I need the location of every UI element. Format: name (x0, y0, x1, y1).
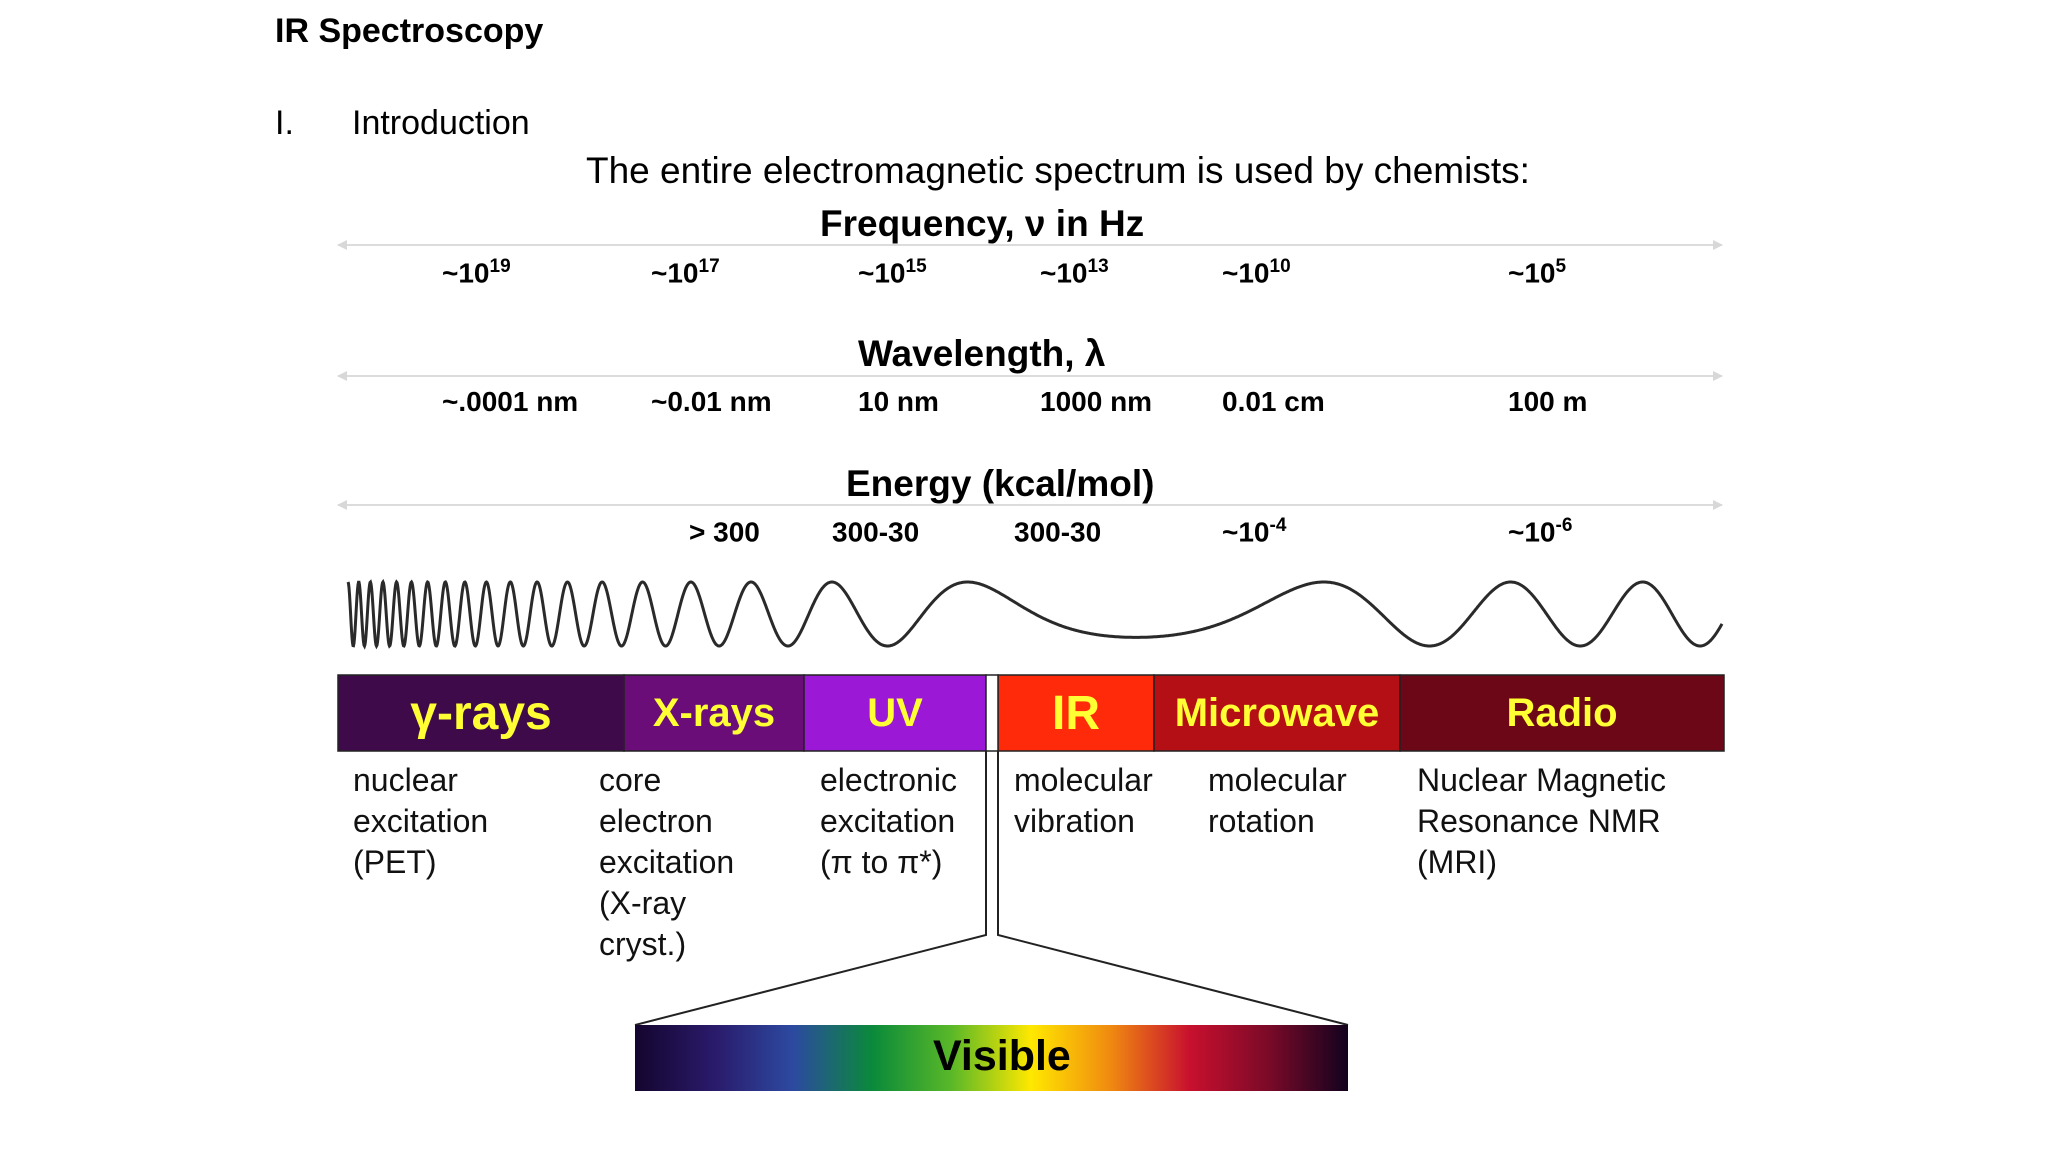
band-5-rect (1399, 674, 1725, 752)
visible-gap (985, 674, 999, 752)
band-label: UV (867, 690, 923, 735)
energy-tick-label: ~10-6 (1508, 515, 1573, 548)
energy-tick-label: 300-30 (832, 516, 920, 548)
band-description-line: (MRI) (1417, 844, 1497, 880)
visible-label: Visible (933, 1032, 1071, 1080)
band-description-line: Resonance NMR (1417, 803, 1661, 839)
band-label: γ-rays (410, 686, 552, 740)
visible-zoom-connector (997, 751, 1349, 1026)
band-description-line: excitation (820, 803, 956, 839)
diagram-headline: The entire electromagnetic spectrum is u… (586, 150, 1530, 191)
band-description-line: (PET) (353, 844, 437, 880)
wavelength-tick-label: ~0.01 nm (651, 386, 772, 417)
frequency-tick-label: ~105 (1508, 256, 1567, 289)
wavelength-tick-label: ~.0001 nm (442, 386, 579, 417)
frequency-tick-label: ~1019 (442, 256, 511, 289)
spectrum-bar (337, 674, 1725, 752)
band-description: nuclear excitation (PET) (353, 760, 488, 883)
frequency-axis-label: Frequency, ν in Hz (820, 203, 1145, 244)
wavelength-tick-label: 1000 nm (1040, 386, 1153, 417)
band-label: X-rays (652, 690, 776, 735)
section-title: Introduction (352, 104, 530, 142)
section-number: I. (275, 104, 294, 142)
band-description-line: cryst.) (599, 926, 687, 962)
band-description-line: molecular (1014, 762, 1153, 798)
energy-tick-label: > 300 (689, 516, 760, 548)
band-4-rect (1153, 674, 1401, 752)
frequency-tick-label: ~1010 (1222, 256, 1291, 289)
band-label: IR (1052, 686, 1100, 740)
band-0-rect (337, 674, 625, 752)
band-description-line: rotation (1208, 803, 1315, 839)
visible-spectrum-bar (635, 1025, 1348, 1091)
wavelength-tick-label: 0.01 cm (1222, 386, 1325, 417)
band-description-line: excitation (599, 844, 735, 880)
visible-zoom-connector (634, 751, 987, 1026)
band-description-line: electron (599, 803, 713, 839)
band-description-line: electronic (820, 762, 957, 798)
energy-tick-label: ~10-4 (1222, 515, 1287, 548)
band-description: core electron excitation (X-ray cryst.) (599, 760, 734, 965)
band-description-line: molecular (1208, 762, 1347, 798)
band-description-line: excitation (353, 803, 489, 839)
band-description: Nuclear Magnetic Resonance NMR (MRI) (1417, 760, 1666, 883)
energy-axis-label: Energy (kcal/mol) (846, 463, 1155, 504)
band-label: Radio (1506, 690, 1618, 735)
wavelength-tick-label: 100 m (1508, 386, 1588, 417)
band-description-line: vibration (1014, 803, 1135, 839)
frequency-tick-label: ~1013 (1040, 256, 1109, 289)
band-3-rect (997, 674, 1155, 752)
band-description-line: nuclear (353, 762, 458, 798)
band-2-rect (803, 674, 987, 752)
band-description-line: (X-ray (599, 885, 687, 921)
band-description: molecular vibration (1014, 760, 1153, 842)
wavelength-tick-label: 10 nm (858, 386, 939, 417)
wavelength-axis-label: Wavelength, λ (858, 333, 1106, 374)
band-description-line: (π to π*) (820, 844, 943, 880)
chirped-wave (346, 578, 1724, 650)
energy-tick-label: 300-30 (1014, 516, 1102, 548)
band-description: molecular rotation (1208, 760, 1347, 842)
frequency-tick-label: ~1015 (858, 256, 927, 289)
frequency-tick-label: ~1017 (651, 256, 720, 289)
band-description: electronic excitation (π to π*) (820, 760, 957, 883)
band-1-rect (623, 674, 805, 752)
document-title: IR Spectroscopy (275, 12, 544, 50)
band-label: Microwave (1174, 690, 1380, 735)
band-description-line: Nuclear Magnetic (1417, 762, 1666, 798)
band-description-line: core (599, 762, 662, 798)
